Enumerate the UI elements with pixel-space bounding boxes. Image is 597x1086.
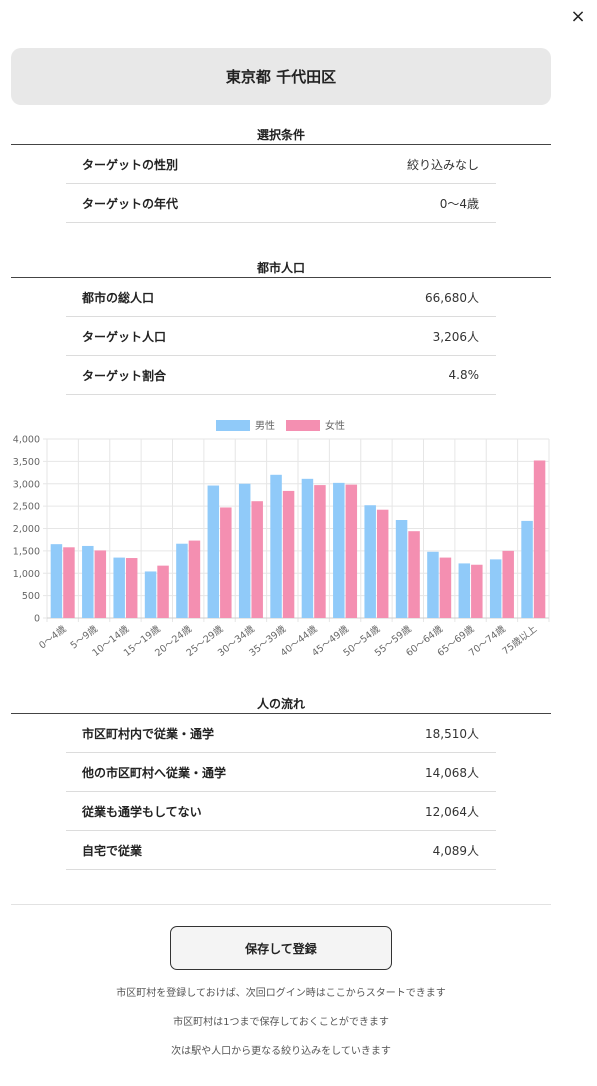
footer-note: 次は駅や人口から更なる絞り込みをしていきます xyxy=(171,1046,391,1057)
list-item: ターゲット人口 3,206人 xyxy=(66,317,496,356)
bar-female xyxy=(63,547,75,618)
footer-note: 市区町村は1つまで保存しておくことができます xyxy=(173,1017,389,1028)
row-value: 3,206人 xyxy=(432,329,479,344)
population-list: 都市の総人口 66,680人 ターゲット人口 3,206人 ターゲット割合 4.… xyxy=(66,278,496,395)
row-value: 12,064人 xyxy=(425,804,479,819)
bar-male xyxy=(364,505,376,618)
bar-male xyxy=(270,474,282,618)
x-tick-label: 0〜4歳 xyxy=(37,623,69,652)
row-label: ターゲット割合 xyxy=(82,368,167,383)
bar-female xyxy=(345,484,358,618)
list-item: 他の市区町村へ従業・通学 14,068人 xyxy=(66,753,496,792)
bar-male xyxy=(113,557,125,618)
bar-female xyxy=(188,540,201,618)
row-value: 4,089人 xyxy=(432,843,479,858)
bar-female xyxy=(157,565,169,618)
legend-swatch xyxy=(216,420,250,431)
bar-female xyxy=(502,550,514,618)
y-tick-label: 0 xyxy=(34,614,40,625)
list-item: 自宅で従業 4,089人 xyxy=(66,831,496,870)
bar-male xyxy=(82,545,94,618)
bar-male xyxy=(489,559,502,618)
bar-female xyxy=(314,485,326,618)
section-heading-flow: 人の流れ xyxy=(11,695,551,714)
bar-female xyxy=(439,557,452,618)
bar-female xyxy=(376,509,389,618)
flow-list: 市区町村内で従業・通学 18,510人 他の市区町村へ従業・通学 14,068人… xyxy=(66,714,496,870)
bar-male xyxy=(176,543,188,618)
section-heading-conditions: 選択条件 xyxy=(11,126,551,145)
y-tick-label: 2,000 xyxy=(13,524,40,535)
row-value: 4.8% xyxy=(448,368,480,382)
bar-male xyxy=(521,520,533,618)
bar-male xyxy=(333,482,345,618)
bar-male xyxy=(395,519,408,618)
list-item: 従業も通学もしてない 12,064人 xyxy=(66,792,496,831)
row-label: ターゲットの年代 xyxy=(82,196,179,211)
row-value: 66,680人 xyxy=(425,290,479,305)
y-tick-label: 4,000 xyxy=(13,435,40,446)
y-tick-label: 500 xyxy=(22,591,40,602)
bar-male xyxy=(144,571,157,618)
page-title: 東京都 千代田区 xyxy=(11,48,551,105)
bar-female xyxy=(408,531,420,618)
legend-label: 男性 xyxy=(255,419,275,432)
row-value: 18,510人 xyxy=(425,726,479,741)
y-tick-label: 2,500 xyxy=(13,502,40,513)
y-tick-label: 3,000 xyxy=(13,479,40,490)
row-label: ターゲットの性別 xyxy=(82,157,179,172)
y-tick-label: 3,500 xyxy=(13,457,40,468)
bar-female xyxy=(533,460,546,618)
row-label: 都市の総人口 xyxy=(82,290,155,305)
row-label: 自宅で従業 xyxy=(82,843,143,858)
bar-female xyxy=(220,507,232,618)
row-label: 従業も通学もしてない xyxy=(82,804,202,819)
bar-male xyxy=(207,485,220,618)
row-label: ターゲット人口 xyxy=(82,329,167,344)
footer-note: 市区町村を登録しておけば、次回ログイン時はここからスタートできます xyxy=(116,988,446,999)
close-button[interactable]: × xyxy=(570,6,586,27)
row-label: 市区町村内で従業・通学 xyxy=(82,726,215,741)
bar-male xyxy=(50,544,63,618)
bar-male xyxy=(458,563,471,618)
bar-female xyxy=(251,501,263,618)
conditions-list: ターゲットの性別 絞り込みなし ターゲットの年代 0〜4歳 xyxy=(66,145,496,223)
bar-female xyxy=(471,564,483,618)
legend-swatch xyxy=(286,420,320,431)
bar-female xyxy=(94,550,107,618)
list-item: ターゲットの年代 0〜4歳 xyxy=(66,184,496,223)
population-bar-chart: 0 500 1,000 1,500 2,000 2,500 3,000 3,500 4,000 0… xyxy=(13,419,550,659)
bar-female xyxy=(125,558,138,618)
list-item: ターゲット割合 4.8% xyxy=(66,356,496,395)
legend-label: 女性 xyxy=(325,419,345,432)
bar-female xyxy=(282,490,295,618)
bar-male xyxy=(238,483,251,618)
list-item: ターゲットの性別 絞り込みなし xyxy=(66,145,496,184)
list-item: 市区町村内で従業・通学 18,510人 xyxy=(66,714,496,753)
divider xyxy=(11,904,551,905)
bar-male xyxy=(301,478,314,618)
y-tick-label: 1,500 xyxy=(13,546,40,557)
row-label: 他の市区町村へ従業・通学 xyxy=(82,765,227,780)
y-tick-label: 1,000 xyxy=(13,569,40,580)
row-value: 絞り込みなし xyxy=(406,157,479,172)
section-heading-population: 都市人口 xyxy=(11,259,551,278)
save-and-register-button[interactable]: 保存して登録 xyxy=(170,926,392,970)
bar-male xyxy=(427,551,439,618)
list-item: 都市の総人口 66,680人 xyxy=(66,278,496,317)
x-tick-label: 75歳以上 xyxy=(500,623,540,658)
row-value: 0〜4歳 xyxy=(439,196,479,211)
row-value: 14,068人 xyxy=(425,765,479,780)
